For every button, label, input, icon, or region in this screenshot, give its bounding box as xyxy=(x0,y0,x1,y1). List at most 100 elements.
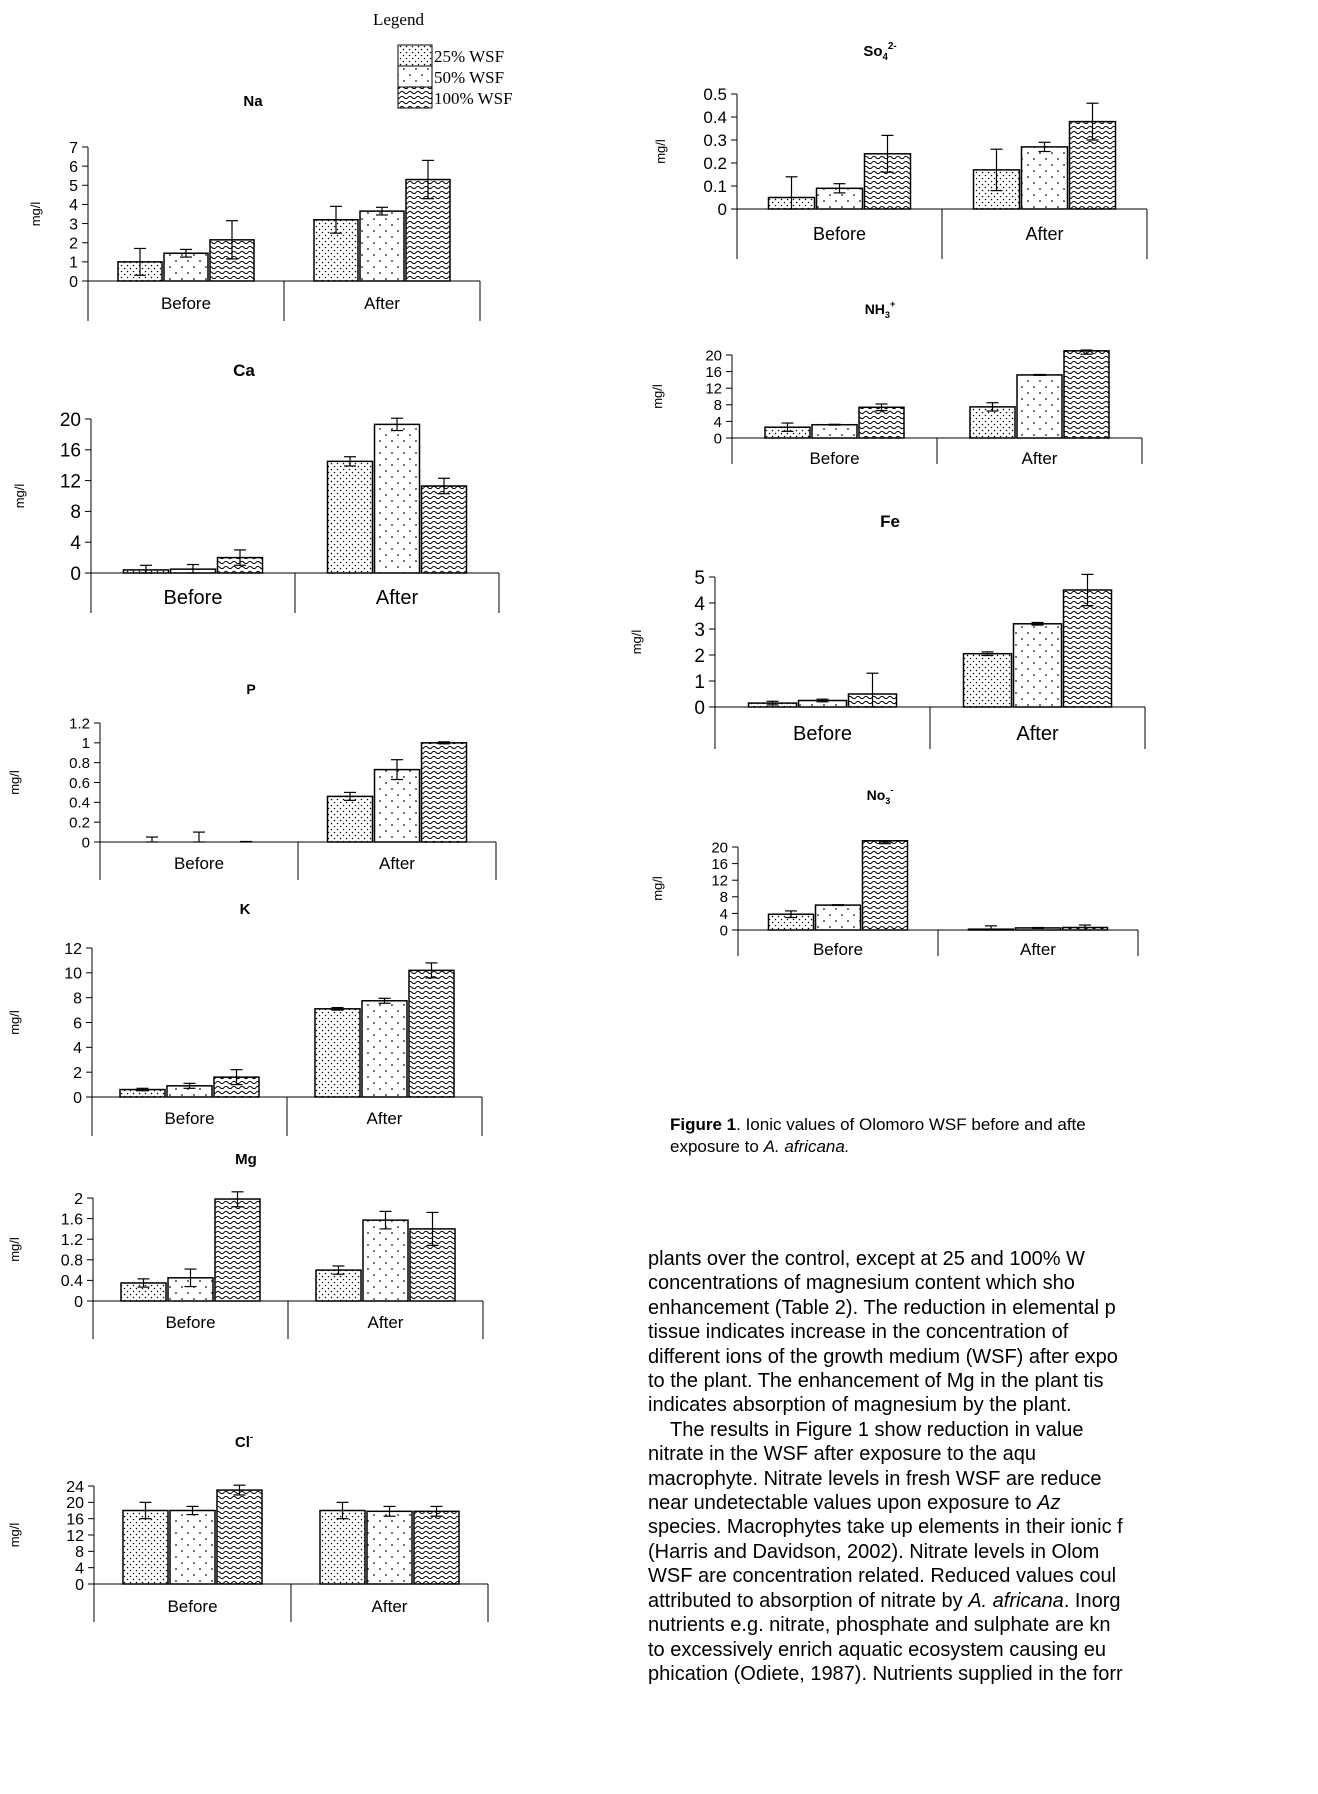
y-axis-label: mg/l xyxy=(629,630,644,655)
y-tick-label: 16 xyxy=(705,364,722,381)
bar-100-after xyxy=(1063,350,1110,439)
y-tick-label: 12 xyxy=(66,1528,84,1545)
body-line: to excessively enrich aquatic ecosystem … xyxy=(648,1638,1107,1661)
y-axis-label: mg/l xyxy=(7,1237,22,1262)
y-tick-label: 2 xyxy=(74,1191,83,1208)
category-label: After xyxy=(1016,723,1059,745)
chart-title: K xyxy=(240,901,251,918)
y-axis-label: mg/l xyxy=(12,484,27,509)
legend-label-25: 25% WSF xyxy=(434,47,504,66)
y-tick-label: 7 xyxy=(69,140,78,157)
category-label: After xyxy=(376,587,419,609)
y-tick-label: 1.2 xyxy=(61,1232,83,1249)
y-tick-label: 2 xyxy=(69,235,78,252)
y-tick-label: 0 xyxy=(714,430,722,447)
y-tick-label: 16 xyxy=(711,856,728,873)
category-label: Before xyxy=(813,940,863,959)
category-label: After xyxy=(364,294,400,313)
y-tick-label: 0.4 xyxy=(61,1273,83,1290)
body-line: (Harris and Davidson, 2002). Nitrate lev… xyxy=(648,1540,1100,1563)
category-label: Before xyxy=(164,1109,214,1128)
y-tick-label: 0.5 xyxy=(703,85,727,104)
bar-50-before xyxy=(814,904,862,931)
body-line: tissue indicates increase in the concent… xyxy=(648,1321,1069,1344)
y-tick-label: 0.8 xyxy=(61,1253,83,1270)
category-label: After xyxy=(367,1109,403,1128)
category-label: Before xyxy=(809,449,859,468)
y-tick-label: 8 xyxy=(70,502,81,523)
y-tick-label: 0.8 xyxy=(69,755,90,772)
caption-text: . Ionic values of Olomoro WSF before and… xyxy=(736,1115,1086,1134)
bar-50-after xyxy=(361,1000,408,1098)
y-tick-label: 20 xyxy=(711,839,728,856)
y-tick-label: 20 xyxy=(60,410,81,431)
y-tick-label: 3 xyxy=(69,216,78,233)
chart-fe: Fe mg/l 0 1 2 3 4 5 Before After xyxy=(629,512,1146,749)
bar-50-after xyxy=(366,1510,413,1585)
bar-100-after xyxy=(420,742,468,843)
category-label: After xyxy=(1025,224,1063,244)
chart-mg: Mg mg/l 0 0.4 0.8 1.2 1.6 2 Before After xyxy=(7,1151,484,1339)
bar-50-after xyxy=(359,210,405,282)
y-axis-label: mg/l xyxy=(7,1523,22,1548)
category-label: Before xyxy=(164,587,223,609)
y-tick-label: 3 xyxy=(694,620,705,641)
chart-title: Fe xyxy=(880,512,900,531)
chart-title: No3- xyxy=(867,785,894,806)
chart-so4: So42- mg/l 0 0.1 0.2 0.3 0.4 0.5 Before After xyxy=(653,41,1148,259)
y-tick-label: 16 xyxy=(66,1511,84,1528)
body-line: macrophyte. Nitrate levels in fresh WSF … xyxy=(648,1467,1102,1490)
category-label: After xyxy=(368,1313,404,1332)
bar-50-after xyxy=(1012,623,1063,708)
figure-caption: Figure 1. Ionic values of Olomoro WSF be… xyxy=(670,1114,1318,1158)
bar-100-after xyxy=(413,1510,460,1585)
bar-50-after xyxy=(1020,146,1069,210)
bar-25-after xyxy=(962,652,1013,708)
body-line: phication (Odiete, 1987). Nutrients supp… xyxy=(648,1662,1123,1685)
y-tick-label: 1.6 xyxy=(61,1211,83,1228)
category-label: Before xyxy=(813,224,866,244)
y-tick-label: 4 xyxy=(714,414,722,431)
y-tick-label: 0 xyxy=(82,834,90,851)
legend-swatch-25 xyxy=(397,44,433,67)
body-line: different ions of the growth medium (WSF… xyxy=(648,1345,1118,1368)
bar-100-before xyxy=(861,840,909,931)
y-tick-label: 6 xyxy=(73,1015,82,1032)
body-line: nutrients e.g. nitrate, phosphate and su… xyxy=(648,1614,1111,1637)
body-line: indicates absorption of magnesium by the… xyxy=(648,1394,1072,1417)
y-tick-label: 0 xyxy=(73,1090,82,1107)
body-line: The results in Figure 1 show reduction i… xyxy=(670,1418,1084,1441)
y-tick-label: 2 xyxy=(73,1065,82,1082)
chart-title: Cl- xyxy=(235,1432,253,1451)
chart-title: P xyxy=(246,681,255,697)
caption-label: Figure 1 xyxy=(670,1115,737,1134)
bar-50-after xyxy=(373,768,421,843)
caption-species: A. africana. xyxy=(763,1137,850,1156)
y-axis-label: mg/l xyxy=(28,202,43,227)
y-tick-label: 1 xyxy=(82,735,90,752)
body-line: attributed to absorption of nitrate by A… xyxy=(648,1589,1121,1612)
bar-25-after xyxy=(969,406,1016,439)
chart-k: Kmg/l 0 2 4 6 8 10 12 Before After xyxy=(7,901,483,1136)
chart-title: Ca xyxy=(233,361,255,380)
y-tick-label: 2 xyxy=(694,646,705,667)
legend-label-50: 50% WSF xyxy=(434,68,504,87)
y-axis-label: mg/l xyxy=(650,876,665,901)
bar-100-after xyxy=(408,969,455,1098)
y-tick-label: 1 xyxy=(694,672,705,693)
category-label: Before xyxy=(174,854,224,873)
category-label: After xyxy=(372,1597,408,1616)
y-tick-label: 0 xyxy=(70,564,81,585)
y-tick-label: 1 xyxy=(69,255,78,272)
y-tick-label: 12 xyxy=(705,381,722,398)
bar-100-before xyxy=(214,1198,261,1302)
body-line: WSF are concentration related. Reduced v… xyxy=(648,1565,1117,1588)
y-axis-label: mg/l xyxy=(650,384,665,409)
body-text: plants over the control, except at 25 an… xyxy=(648,1247,1318,1686)
y-tick-label: 4 xyxy=(75,1560,84,1577)
y-tick-label: 20 xyxy=(66,1495,84,1512)
